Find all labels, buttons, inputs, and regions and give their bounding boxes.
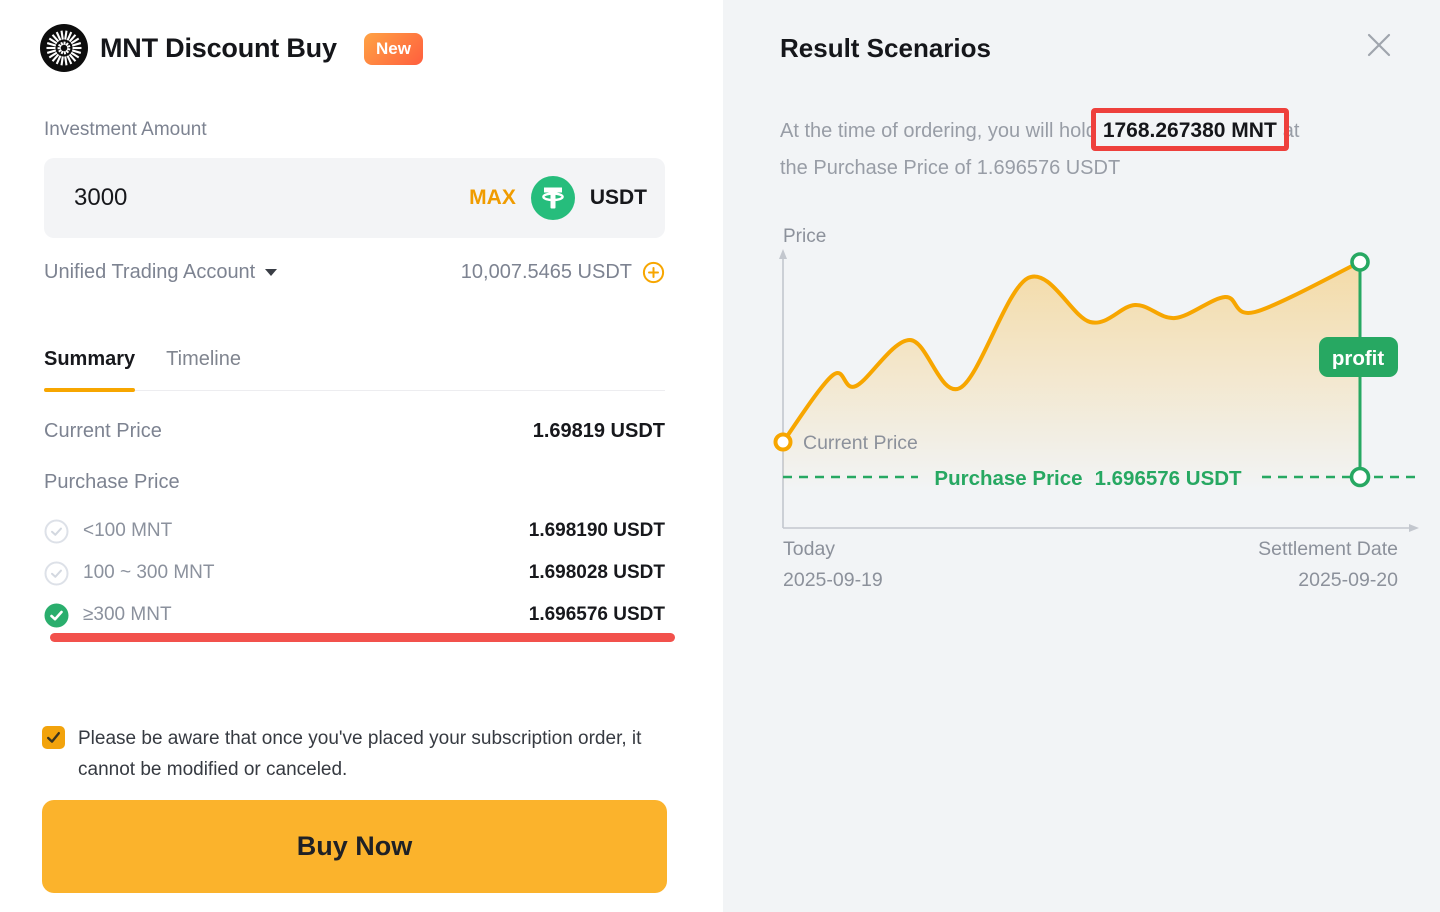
current-price-value: 1.69819 USDT: [532, 420, 665, 442]
unchecked-circle-icon: [44, 561, 69, 586]
tab-summary[interactable]: Summary: [44, 348, 136, 392]
current-price-label: Current Price: [44, 420, 162, 442]
y-axis-arrow: [779, 249, 787, 259]
description-after: at: [1282, 120, 1300, 142]
profit-badge: [1319, 337, 1398, 377]
chevron-down-icon: [265, 269, 278, 276]
investment-amount-label: Investment Amount: [44, 119, 207, 140]
tier-range: <100 MNT: [83, 520, 173, 541]
x-start-date: 2025-09-19: [783, 569, 883, 591]
amount-input[interactable]: [74, 184, 294, 212]
red-underline-annotation: [50, 633, 675, 642]
tier-row-100-300[interactable]: 100 ~ 300 MNT 1.698028 USDT: [44, 558, 665, 588]
usdt-tether-icon: [530, 176, 575, 220]
x-end-date: 2025-09-20: [1298, 569, 1398, 591]
agree-checkbox[interactable]: [42, 726, 65, 749]
settlement-top-marker: [1350, 252, 1370, 272]
result-scenarios-panel: Result Scenarios At the time of ordering…: [723, 0, 1440, 912]
profit-badge-label: profit: [1332, 347, 1385, 370]
buy-now-button[interactable]: Buy Now: [42, 800, 667, 893]
disclaimer-text: Please be aware that once you've placed …: [78, 728, 642, 780]
tier-range: 100 ~ 300 MNT: [83, 562, 215, 583]
tier-price: 1.698190 USDT: [528, 520, 665, 541]
x-end-label: Settlement Date: [1258, 538, 1398, 560]
order-panel: MNT Discount Buy New Investment Amount M…: [40, 24, 675, 893]
current-price-row: Current Price 1.69819 USDT: [44, 420, 665, 443]
new-badge: New: [364, 33, 423, 65]
settlement-bottom-marker: [1349, 466, 1371, 488]
tier-range: ≥300 MNT: [83, 604, 172, 625]
tab-bar: Summary Timeline: [44, 348, 665, 392]
currency-label: USDT: [589, 186, 647, 209]
tier-price: 1.698028 USDT: [528, 562, 665, 583]
description-line2: the Purchase Price of 1.696576 USDT: [780, 157, 1121, 179]
x-start-label: Today: [783, 538, 835, 560]
checked-circle-icon: [44, 603, 69, 628]
add-funds-icon[interactable]: [642, 261, 665, 284]
close-icon[interactable]: [1364, 30, 1394, 60]
price-scenario-chart: Price Purchase Price 1.696576 USDT profit…: [773, 226, 1421, 591]
x-axis-arrow: [1409, 524, 1419, 532]
holdings-value-highlight: 1768.267380 MNT: [1090, 108, 1289, 151]
scenario-description: At the time of ordering, you will hold 17…: [780, 108, 1400, 187]
investment-amount-field[interactable]: MAX USDT: [44, 158, 665, 238]
max-button[interactable]: MAX: [469, 186, 516, 209]
mnt-token-logo-icon: [40, 24, 88, 72]
tab-timeline[interactable]: Timeline: [166, 348, 241, 370]
tier-row-gte300-selected[interactable]: ≥300 MNT 1.696576 USDT: [44, 600, 665, 630]
purchase-price-label: Purchase Price: [44, 471, 180, 493]
price-curve-line: [781, 260, 1362, 444]
current-price-chart-label: Current Price: [803, 432, 918, 454]
price-curve-area: [783, 262, 1360, 492]
description-before: At the time of ordering, you will hold: [780, 120, 1097, 142]
current-price-marker: [773, 432, 793, 452]
account-name-label: Unified Trading Account: [44, 261, 256, 283]
result-scenarios-title: Result Scenarios: [780, 33, 991, 63]
account-balance: 10,007.5465 USDT: [460, 261, 632, 283]
y-axis-label: Price: [783, 226, 826, 247]
account-selector[interactable]: Unified Trading Account: [44, 261, 278, 284]
page-title: MNT Discount Buy: [100, 33, 337, 63]
purchase-price-chart-label: Purchase Price 1.696576 USDT: [934, 467, 1242, 490]
tier-row-lt100[interactable]: <100 MNT 1.698190 USDT: [44, 516, 665, 546]
unchecked-circle-icon: [44, 519, 69, 544]
tier-price: 1.696576 USDT: [528, 604, 665, 625]
account-row: Unified Trading Account 10,007.5465 USDT: [44, 261, 665, 284]
